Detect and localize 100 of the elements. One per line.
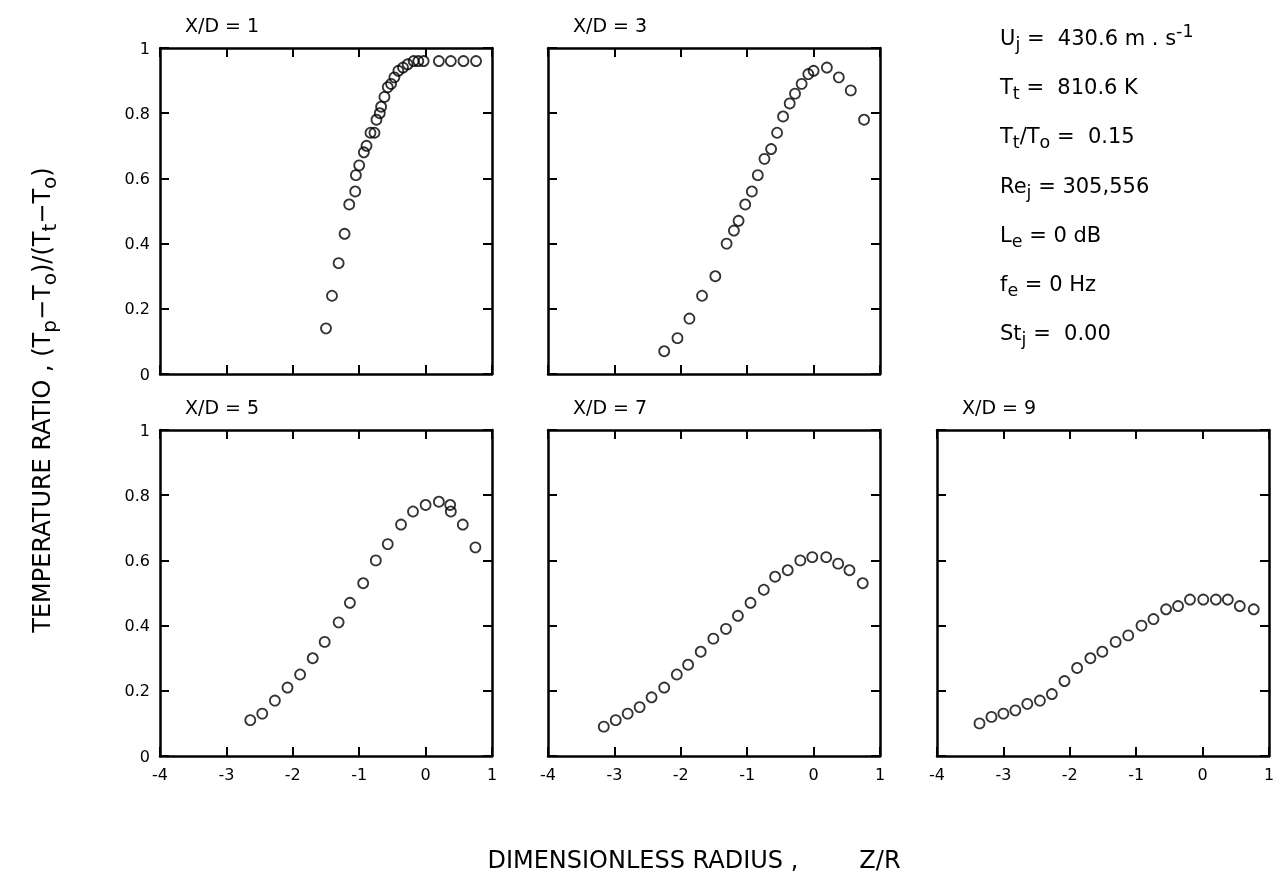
point [370, 113, 383, 126]
y-tick-label: 0.8 [124, 485, 150, 505]
point [709, 270, 722, 283]
point [397, 61, 409, 74]
point [1160, 603, 1172, 616]
point [457, 55, 470, 67]
point [597, 720, 610, 733]
point [1045, 688, 1058, 700]
point [349, 185, 362, 198]
point [751, 169, 764, 182]
point [1147, 613, 1160, 625]
text: Re$_{j}$ = 305,556 [1000, 172, 1151, 204]
point [444, 55, 457, 67]
point [744, 596, 757, 609]
point [771, 126, 783, 139]
point [306, 652, 319, 665]
point [360, 139, 373, 152]
point [832, 71, 845, 84]
point [858, 113, 870, 126]
point [373, 107, 386, 120]
point [794, 554, 807, 567]
point [318, 636, 331, 648]
x-tick-label: -3 [606, 764, 623, 784]
text: T$_{t}$ = 810.6 K [1000, 74, 1139, 106]
point [375, 100, 388, 113]
y-tick-label: 0.8 [124, 103, 150, 123]
point [1197, 593, 1210, 606]
y-tick-label: 0.4 [124, 616, 150, 636]
x-tick-label: -1 [1128, 764, 1145, 784]
point [757, 583, 770, 596]
point [658, 345, 671, 358]
point [1184, 593, 1196, 606]
point [1172, 600, 1184, 612]
x-tick-label: 0 [808, 764, 819, 784]
x-tick-label: 0 [420, 764, 431, 784]
point [1021, 697, 1034, 710]
point [1096, 645, 1109, 658]
y-tick-label: 0.6 [124, 168, 150, 188]
x-tick-label: -2 [284, 764, 301, 784]
point [732, 214, 745, 227]
point [326, 289, 338, 302]
point [444, 499, 457, 511]
y-tick-label: 1 [139, 38, 150, 58]
point [781, 564, 794, 577]
point [369, 554, 382, 567]
point [244, 714, 257, 727]
point [621, 707, 634, 720]
point [1034, 694, 1046, 707]
point [1122, 629, 1135, 642]
point [777, 110, 789, 123]
point [997, 707, 1010, 720]
point [1058, 675, 1071, 687]
point [1071, 662, 1083, 674]
chart-title: X/D = 7 [573, 395, 648, 418]
x-tick-label: -1 [351, 764, 368, 784]
text: f$_{e}$ = 0 Hz [1000, 270, 1097, 303]
point [332, 616, 345, 629]
point [985, 710, 998, 723]
y-tick-label: 0 [139, 746, 150, 766]
point [1209, 593, 1222, 606]
x-tick-label: 1 [486, 764, 498, 784]
point [720, 622, 732, 635]
point [364, 126, 377, 139]
x-tick-label: -4 [152, 764, 168, 784]
y-tick-label: 0 [139, 364, 150, 384]
point [470, 55, 482, 67]
point [332, 257, 345, 270]
point [802, 68, 815, 80]
point [683, 312, 696, 325]
point [645, 691, 658, 704]
point [392, 64, 405, 77]
y-tick-label: 1 [139, 420, 150, 440]
point [294, 668, 306, 681]
point [795, 77, 808, 90]
point [806, 551, 819, 564]
y-tick-label: 0.4 [124, 234, 150, 254]
point [412, 55, 425, 67]
point [1247, 603, 1260, 616]
point [758, 152, 771, 165]
point [694, 645, 707, 658]
point [739, 198, 752, 211]
point [1135, 619, 1148, 632]
point [368, 126, 381, 139]
x-tick-label: 1 [874, 764, 886, 784]
y-tick-label: 0.2 [124, 681, 150, 701]
point [783, 97, 796, 110]
point [353, 159, 366, 172]
point [349, 169, 362, 182]
point [671, 332, 684, 345]
point [401, 58, 414, 71]
text: St$_{j}$ = 0.00 [1000, 320, 1112, 352]
x-tick-label: -4 [540, 764, 556, 784]
point [344, 596, 356, 609]
text: T$_{t}$/T$_{o}$ = 0.15 [1000, 123, 1136, 155]
point [1221, 593, 1234, 606]
x-tick-label: -3 [218, 764, 235, 784]
point [769, 570, 781, 583]
x-tick-label: -2 [1061, 764, 1078, 784]
point [696, 289, 708, 302]
point [1084, 652, 1097, 665]
